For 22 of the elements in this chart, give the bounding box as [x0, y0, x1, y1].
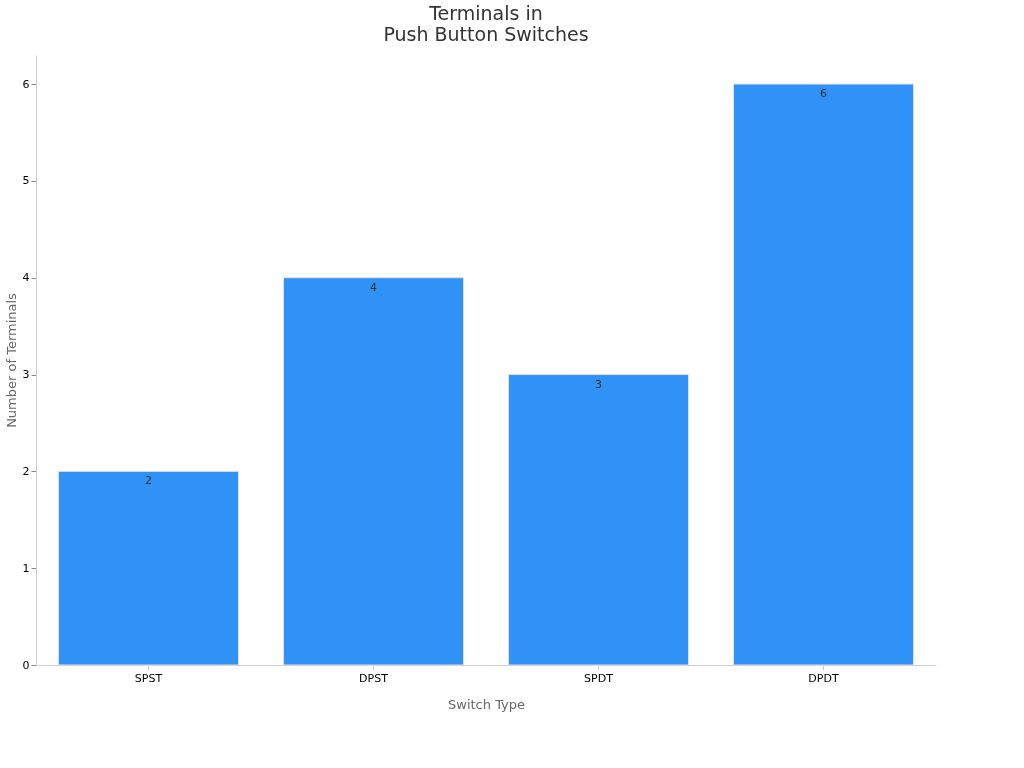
y-tick-label: 1 [22, 561, 30, 575]
y-tick-label: 5 [22, 174, 30, 188]
y-axis-title: Number of Terminals [3, 292, 19, 428]
y-tick-label: 0 [22, 658, 30, 672]
x-tick-label: DPST [359, 671, 389, 685]
y-tick-label: 3 [22, 368, 30, 382]
bar [283, 277, 464, 666]
x-tick-label: DPDT [808, 671, 839, 685]
y-tick-label: 6 [22, 77, 30, 91]
bar [58, 470, 239, 666]
chart-title: Terminals in Push Button Switches [383, 2, 589, 45]
y-tick-label: 2 [22, 464, 30, 478]
x-tick-label: SPST [134, 671, 163, 685]
bar [733, 83, 914, 666]
data-label: 3 [595, 377, 602, 391]
data-label: 4 [370, 280, 377, 294]
data-label: 6 [820, 87, 827, 101]
x-tick-label: SPDT [584, 671, 614, 685]
bar [508, 374, 689, 666]
data-label: 2 [145, 474, 152, 488]
x-axis-title: Switch Type [448, 696, 525, 712]
y-tick-label: 4 [22, 271, 30, 285]
